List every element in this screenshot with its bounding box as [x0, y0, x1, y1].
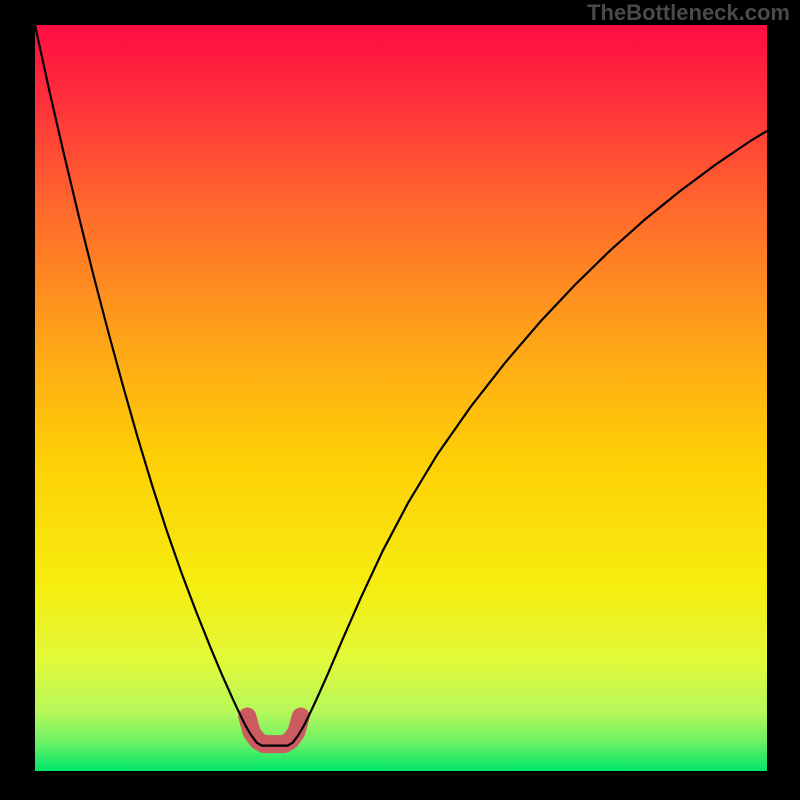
watermark-label: TheBottleneck.com — [587, 0, 790, 26]
chart-root: { "watermark": { "text": "TheBottleneck.… — [0, 0, 800, 800]
plot-background — [35, 25, 767, 771]
bottleneck-chart — [0, 0, 800, 800]
